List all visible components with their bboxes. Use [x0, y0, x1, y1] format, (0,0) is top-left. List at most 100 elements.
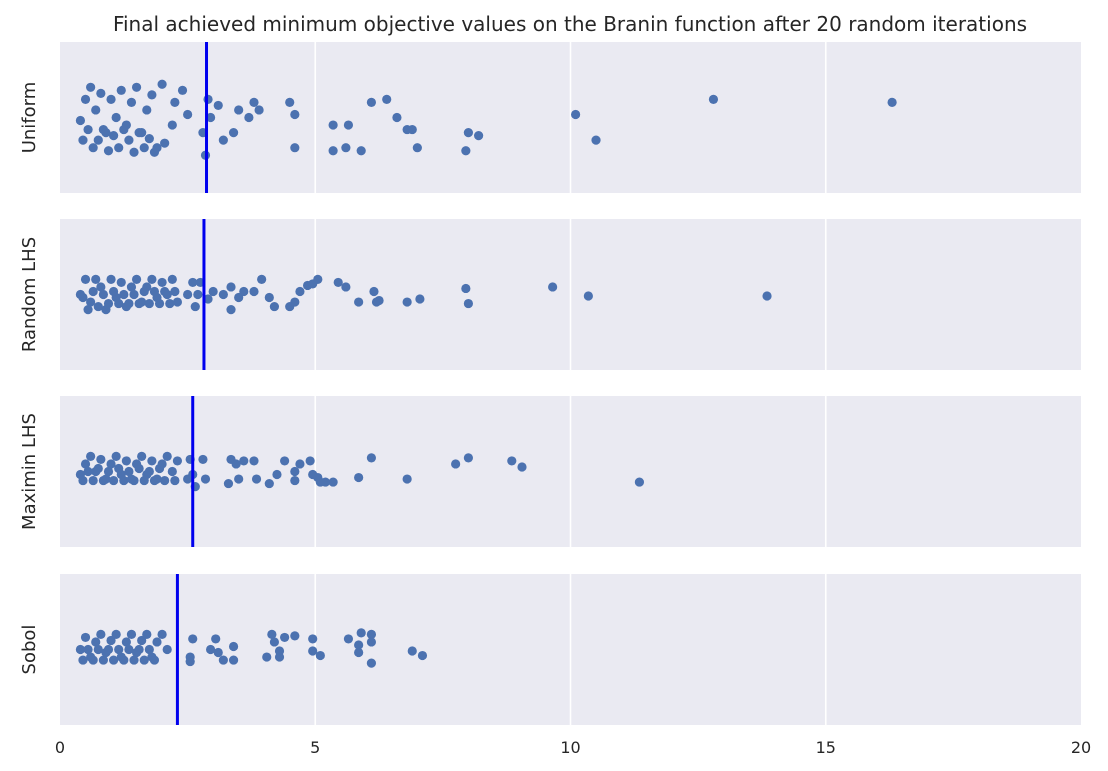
- data-point: [402, 474, 412, 484]
- data-point: [188, 277, 198, 288]
- data-point: [415, 294, 425, 304]
- data-point: [474, 131, 484, 141]
- data-point: [333, 277, 343, 288]
- data-point: [109, 655, 119, 665]
- data-point: [203, 294, 213, 304]
- data-point: [354, 472, 364, 483]
- chart-title: Final achieved minimum objective values …: [113, 12, 1027, 36]
- data-point: [290, 109, 300, 120]
- data-point: [88, 143, 98, 153]
- data-point: [157, 79, 167, 89]
- data-point: [111, 112, 121, 123]
- data-point: [106, 274, 116, 284]
- data-point: [203, 94, 213, 104]
- data-point: [226, 282, 236, 292]
- data-point: [290, 466, 300, 477]
- data-point: [98, 655, 108, 665]
- data-point: [198, 454, 208, 465]
- data-point: [211, 634, 221, 644]
- data-point: [328, 120, 338, 130]
- data-point: [254, 105, 264, 115]
- data-point: [106, 94, 116, 104]
- data-point: [249, 97, 259, 107]
- data-point: [343, 634, 354, 644]
- data-point: [354, 640, 364, 650]
- data-point: [461, 283, 471, 294]
- data-point: [75, 115, 86, 126]
- data-point: [374, 295, 384, 306]
- data-point: [106, 459, 116, 469]
- data-point: [234, 105, 244, 115]
- data-point: [126, 282, 137, 292]
- data-point: [366, 453, 377, 463]
- data-point: [88, 655, 98, 665]
- data-point: [96, 282, 106, 292]
- data-point: [160, 475, 170, 486]
- data-point: [98, 124, 108, 135]
- data-point: [451, 459, 461, 469]
- panel-label: Random LHS: [19, 237, 40, 352]
- data-point: [86, 82, 96, 92]
- data-point: [80, 459, 91, 469]
- panel-label: Uniform: [19, 82, 40, 154]
- data-point: [144, 466, 154, 477]
- data-point: [463, 453, 473, 463]
- data-point: [83, 644, 93, 655]
- data-point: [91, 105, 101, 115]
- data-point: [78, 475, 88, 486]
- data-point: [80, 94, 91, 104]
- data-point: [157, 277, 167, 288]
- data-point: [103, 466, 114, 477]
- data-point: [147, 456, 157, 466]
- data-point: [124, 135, 134, 145]
- data-point: [131, 82, 142, 92]
- data-point: [96, 629, 106, 640]
- data-point: [124, 466, 134, 477]
- data-point: [328, 477, 338, 487]
- data-point: [149, 655, 160, 665]
- data-point: [183, 289, 193, 300]
- data-point: [218, 135, 228, 145]
- data-point: [109, 475, 119, 486]
- data-point: [111, 629, 121, 640]
- data-point: [134, 298, 144, 309]
- data-point: [149, 147, 160, 157]
- data-point: [290, 475, 300, 486]
- data-point: [205, 644, 216, 655]
- data-point: [228, 641, 239, 652]
- data-point: [274, 652, 285, 662]
- data-point: [185, 652, 195, 662]
- data-point: [114, 463, 124, 474]
- data-point: [382, 94, 392, 104]
- data-point: [308, 646, 318, 656]
- data-point: [354, 647, 364, 658]
- data-point: [354, 297, 364, 307]
- data-point: [147, 90, 157, 100]
- data-point: [272, 469, 282, 480]
- panel-sobol: Sobol: [19, 574, 1081, 725]
- data-point: [162, 644, 172, 655]
- data-point: [80, 274, 91, 284]
- data-point: [249, 456, 259, 466]
- data-point: [315, 650, 325, 661]
- data-point: [262, 652, 272, 662]
- data-point: [517, 462, 527, 472]
- data-point: [119, 475, 129, 486]
- data-point: [83, 305, 93, 315]
- data-point: [121, 456, 131, 466]
- data-point: [93, 644, 103, 655]
- data-point: [91, 274, 101, 284]
- data-point: [134, 463, 144, 474]
- data-point: [121, 637, 131, 647]
- data-point: [548, 282, 558, 292]
- data-point: [149, 286, 160, 297]
- data-point: [142, 629, 152, 640]
- data-point: [129, 289, 139, 300]
- data-point: [213, 100, 223, 111]
- data-point: [591, 135, 601, 145]
- data-point: [129, 475, 139, 486]
- data-point: [129, 147, 139, 157]
- data-point: [152, 637, 162, 647]
- data-point: [160, 138, 170, 148]
